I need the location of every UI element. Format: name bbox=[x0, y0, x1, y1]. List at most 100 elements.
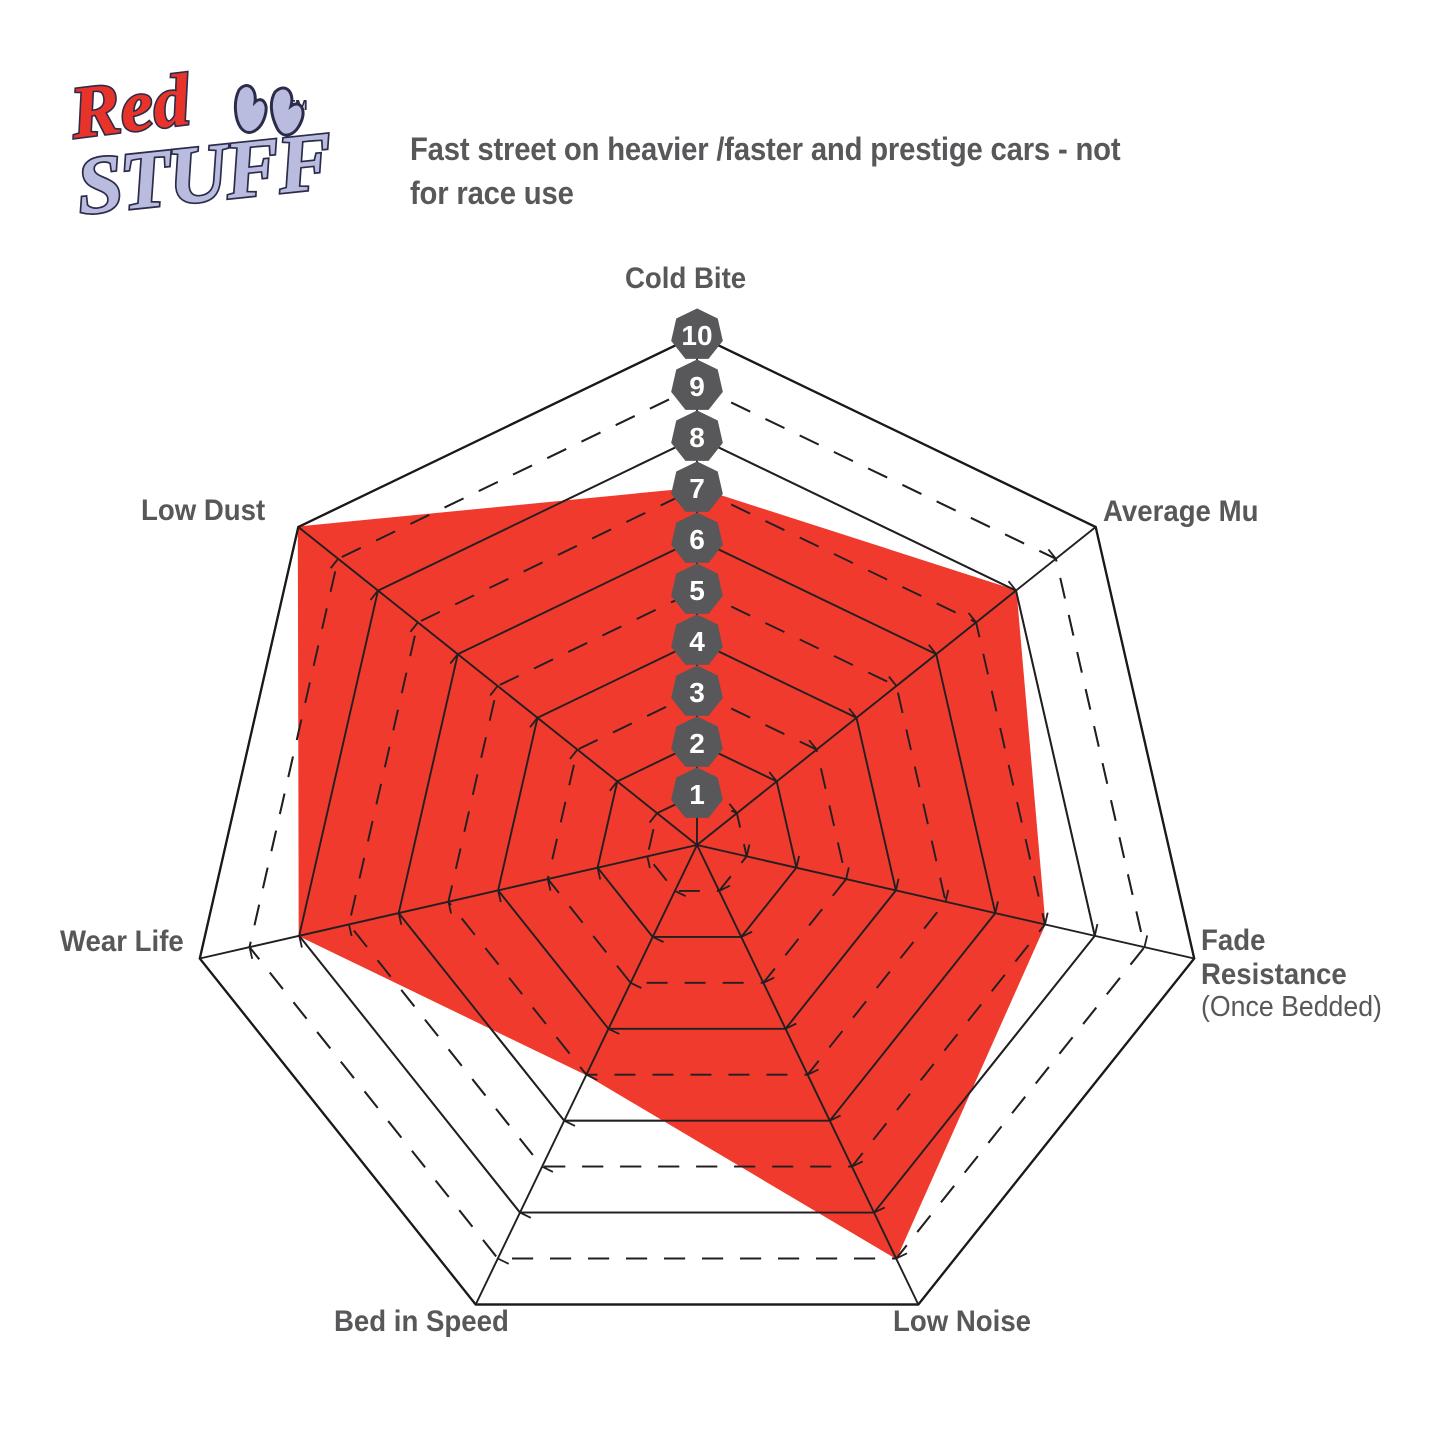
scale-badge-label-2: 2 bbox=[689, 728, 705, 759]
radar-tick-mark bbox=[596, 867, 602, 880]
scale-badge-3 bbox=[671, 665, 723, 716]
axis-label-low-dust: Low Dust bbox=[141, 494, 266, 527]
scale-badge-label-1: 1 bbox=[689, 779, 705, 810]
logo-artwork: Red TM STUFF bbox=[70, 62, 338, 234]
scale-badge-label-10: 10 bbox=[681, 320, 712, 351]
scale-badge-5 bbox=[671, 563, 723, 614]
radar-tick-mark bbox=[768, 771, 778, 782]
scale-badge-6 bbox=[671, 512, 723, 563]
radar-ring-overlay-9 bbox=[248, 384, 1146, 1260]
radar-axis-spoke-2 bbox=[696, 844, 1195, 960]
radar-axis-spoke-6 bbox=[297, 526, 698, 846]
radar-tick-mark bbox=[497, 1257, 510, 1265]
radar-ring-overlay-7 bbox=[347, 486, 1047, 1168]
radar-tick-mark bbox=[569, 749, 579, 760]
radar-tick-mark bbox=[497, 890, 502, 903]
radar-tick-mark bbox=[763, 976, 775, 984]
axis-label-fade-line2: Resistance bbox=[1201, 957, 1347, 991]
radar-tick-mark bbox=[609, 780, 619, 792]
logo-flame-accents bbox=[233, 84, 305, 137]
axis-label-fade-resistance: Fade Resistance (Once Bedded) bbox=[1201, 924, 1382, 1024]
red-stuff-logo: Red TM STUFF bbox=[70, 62, 340, 247]
axis-label-average-mu: Average Mu bbox=[1103, 495, 1259, 528]
radar-tick-mark bbox=[928, 644, 937, 655]
radar-tick-mark bbox=[546, 878, 552, 891]
radar-series-polygon bbox=[297, 487, 1046, 1260]
radar-tick-mark bbox=[648, 812, 658, 824]
radar-tick-mark bbox=[674, 890, 687, 898]
axis-label-cold-bite: Cold Bite bbox=[625, 262, 747, 295]
axis-label-bed-in-speed: Bed in Speed bbox=[334, 1305, 509, 1338]
radar-tick-mark bbox=[740, 930, 753, 938]
radar-tick-mark bbox=[785, 1022, 797, 1030]
scale-badge-10 bbox=[671, 308, 723, 359]
scale-badge-label-9: 9 bbox=[689, 371, 705, 402]
radar-tick-mark bbox=[795, 855, 800, 868]
radar-tick-mark bbox=[608, 1027, 620, 1035]
radar-tick-mark bbox=[967, 612, 977, 623]
radar-tick-mark bbox=[369, 590, 379, 601]
page-title: Fast street on heavier /faster and prest… bbox=[410, 131, 1121, 211]
logo-word-red: Red bbox=[70, 62, 197, 157]
svg-text:Red: Red bbox=[70, 62, 195, 155]
scale-badge-9 bbox=[671, 359, 723, 410]
radar-tick-mark bbox=[646, 856, 651, 869]
radar-tick-mark bbox=[298, 935, 303, 948]
radar-tick-mark bbox=[895, 878, 900, 891]
radar-tick-mark bbox=[845, 867, 850, 880]
radar-tick-mark bbox=[1143, 935, 1149, 948]
radar-tick-mark bbox=[529, 717, 539, 728]
scale-badge-label-6: 6 bbox=[689, 524, 705, 555]
radar-spokes bbox=[198, 333, 1196, 1306]
radar-tick-mark bbox=[1093, 923, 1099, 936]
scale-badge-8 bbox=[671, 410, 723, 461]
radar-scale-badges: 10 9 8 7 6 5 4 3 2 1 bbox=[671, 308, 723, 818]
scale-badge-4 bbox=[671, 614, 723, 665]
radar-tick-mark bbox=[895, 1252, 908, 1260]
scale-badge-1 bbox=[671, 767, 723, 818]
radar-ring-overlay-1 bbox=[646, 792, 748, 892]
radar-axis-spoke-4 bbox=[474, 844, 698, 1305]
radar-tick-mark bbox=[829, 1114, 841, 1122]
radar-tick-mark bbox=[718, 884, 731, 892]
scale-badge-label-5: 5 bbox=[689, 575, 705, 606]
radar-tick-mark bbox=[728, 803, 738, 814]
radar-tick-mark bbox=[563, 1119, 576, 1127]
radar-tick-mark bbox=[1044, 912, 1049, 925]
scale-badge-label-8: 8 bbox=[689, 422, 705, 453]
radar-tick-mark bbox=[994, 901, 999, 914]
axis-label-fade-line1: Fade bbox=[1201, 924, 1266, 957]
radar-tick-mark bbox=[745, 844, 751, 857]
radar-ring-overlay-5 bbox=[447, 588, 947, 1076]
radar-tick-mark bbox=[541, 1165, 554, 1173]
radar-tick-mark bbox=[1047, 548, 1057, 560]
radar-tick-mark bbox=[888, 676, 898, 687]
radar-tick-mark bbox=[489, 685, 499, 696]
axis-label-wear-life: Wear Life bbox=[60, 925, 184, 958]
scale-badge-7 bbox=[671, 461, 723, 512]
radar-tick-mark bbox=[519, 1211, 532, 1219]
radar-tick-mark bbox=[848, 707, 858, 719]
radar-tick-mark bbox=[447, 901, 452, 914]
radar-tick-mark bbox=[409, 621, 419, 633]
radar-ring-overlay-4 bbox=[497, 639, 897, 1030]
radar-tick-mark bbox=[944, 889, 950, 902]
radar-tick-mark bbox=[397, 912, 403, 925]
radar-tick-mark bbox=[808, 739, 818, 751]
radar-tick-mark bbox=[873, 1206, 886, 1214]
scale-badge-2 bbox=[671, 716, 723, 767]
radar-tick-mark bbox=[329, 558, 339, 569]
radar-ring-overlay-6 bbox=[397, 537, 997, 1122]
radar-tick-mark bbox=[652, 936, 664, 943]
radar-tick-mark bbox=[1007, 580, 1017, 592]
scale-badge-label-4: 4 bbox=[689, 626, 705, 657]
radar-tick-mark bbox=[630, 981, 642, 989]
radar-ring-overlay-3 bbox=[546, 690, 848, 984]
radar-tick-mark bbox=[851, 1160, 864, 1168]
radar-ring-overlay-2 bbox=[596, 741, 798, 938]
scale-badge-label-7: 7 bbox=[689, 473, 705, 504]
axis-label-low-noise: Low Noise bbox=[893, 1305, 1032, 1338]
series-polygon-red-stuff bbox=[297, 487, 1046, 1260]
